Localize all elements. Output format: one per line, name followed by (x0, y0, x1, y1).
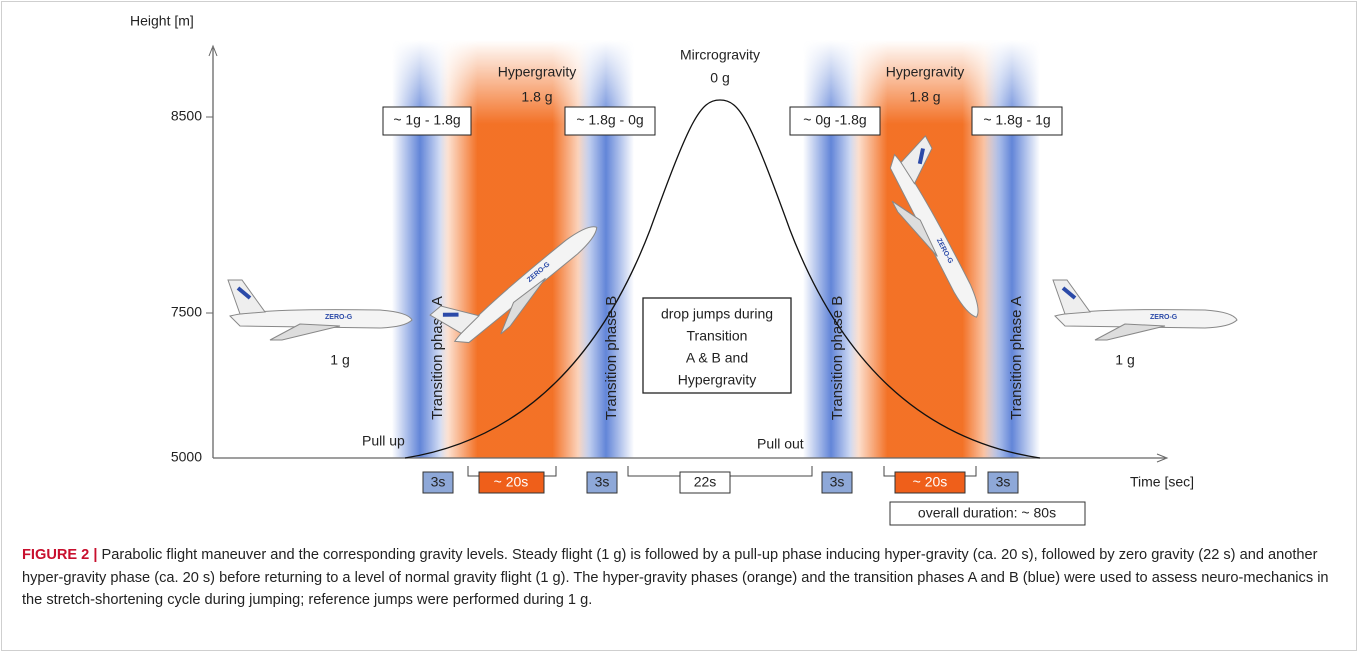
phase-vertical-label: Transition phase A (1008, 296, 1025, 420)
phase-vertical-label: Transition phase A (429, 296, 446, 420)
plane-text: ZERO-G (1150, 314, 1178, 321)
steady-label: 1 g (330, 352, 349, 368)
bracket (627, 466, 813, 477)
y-label: Height [m] (130, 13, 194, 29)
duration-box (987, 471, 1019, 494)
steady-label: 1 g (1115, 352, 1134, 368)
y-tick-label: 5000 (171, 449, 202, 465)
duration-box (422, 471, 454, 494)
phase-label: 1.8 g (909, 89, 940, 105)
phase-vertical-label: Transition phase B (829, 296, 846, 421)
flight-curve (404, 99, 1041, 459)
note-box (642, 297, 792, 394)
phase-vertical-label: Transition phase B (603, 296, 620, 421)
note-line: A & B and (686, 350, 748, 366)
pull-label: Pull out (757, 436, 804, 452)
duration-box (478, 471, 545, 494)
phase-label: Hypergravity (498, 64, 577, 80)
airplane: ZERO-G (1052, 279, 1238, 341)
airplane: ZERO-G (889, 135, 979, 318)
transition-label: ~ 0g -1.8g (803, 112, 866, 128)
transition-box (971, 106, 1063, 136)
duration-box (586, 471, 618, 494)
y-tick-label: 8500 (171, 108, 202, 124)
caption-text: Parabolic flight maneuver and the corres… (22, 547, 1329, 608)
bracket (883, 466, 977, 477)
overall-box (889, 501, 1086, 526)
duration-box (894, 471, 966, 494)
transition-box (564, 106, 656, 136)
caption: FIGURE 2 | Parabolic flight maneuver and… (22, 544, 1340, 612)
duration-label: 22s (694, 474, 717, 490)
y-tick-label: 7500 (171, 304, 202, 320)
duration-box (679, 471, 731, 494)
transition-label: ~ 1g - 1.8g (393, 112, 460, 128)
bracket (467, 466, 557, 477)
transition-label: ~ 1.8g - 0g (576, 112, 643, 128)
duration-label: 3s (996, 474, 1011, 490)
duration-label: ~ 20s (494, 474, 529, 490)
phase-label: Hypergravity (886, 64, 965, 80)
phase-label: 0 g (710, 70, 729, 86)
note-line: Hypergravity (678, 372, 757, 388)
x-arrow (1156, 453, 1169, 463)
transition-box (789, 106, 881, 136)
diagram: Height [m] 8500 7500 5000 Time [sec] Hyp… (130, 13, 1238, 526)
duration-box (821, 471, 853, 494)
phase-label: 1.8 g (521, 89, 552, 105)
overall-label: overall duration: ~ 80s (918, 505, 1056, 521)
transition-label: ~ 1.8g - 1g (983, 112, 1050, 128)
airplane: ZERO-G (227, 279, 413, 341)
caption-label: FIGURE 2 | (22, 547, 98, 563)
duration-label: 3s (431, 474, 446, 490)
phase-label: Mircrogravity (680, 47, 760, 63)
plane-text: ZERO-G (325, 314, 353, 321)
duration-label: ~ 20s (913, 474, 948, 490)
x-label: Time [sec] (1130, 474, 1194, 490)
note-line: Transition (687, 328, 748, 344)
transition-box (382, 106, 472, 136)
duration-label: 3s (830, 474, 845, 490)
pull-label: Pull up (362, 433, 405, 449)
duration-label: 3s (595, 474, 610, 490)
y-arrow (208, 44, 218, 57)
note-line: drop jumps during (661, 306, 773, 322)
